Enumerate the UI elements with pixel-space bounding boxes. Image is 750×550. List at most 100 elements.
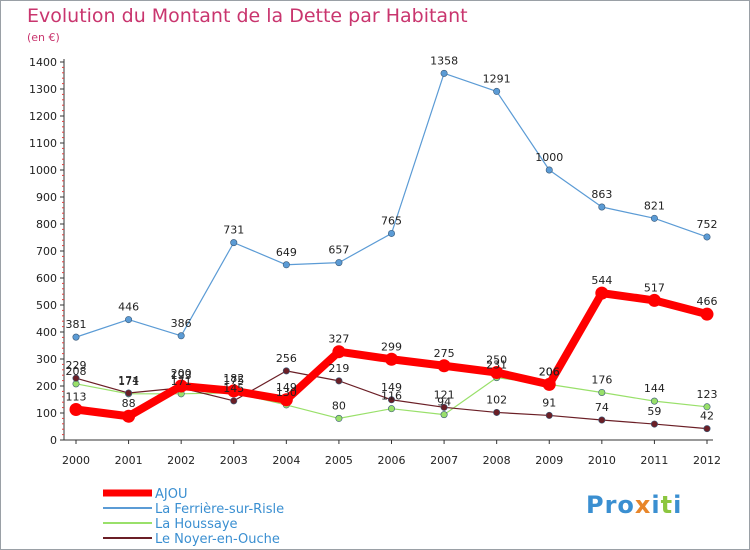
data-label: 327: [328, 333, 349, 346]
y-tick-label: 700: [36, 245, 57, 258]
data-label: 381: [66, 318, 87, 331]
data-label: 229: [66, 359, 87, 372]
data-label: 386: [171, 317, 192, 330]
proxiti-logo: Proxiti: [586, 491, 683, 519]
data-label: 175: [223, 374, 244, 387]
data-label: 59: [647, 405, 661, 418]
data-point: [703, 233, 711, 241]
data-label: 752: [697, 218, 718, 231]
x-tick-label: 2011: [640, 454, 668, 467]
data-label: 446: [118, 301, 139, 314]
data-label: 149: [276, 381, 297, 394]
x-tick-label: 2006: [378, 454, 406, 467]
chart-title: Evolution du Montant de la Dette par Hab…: [27, 5, 468, 27]
data-point: [332, 345, 346, 359]
x-tick-label: 2010: [588, 454, 616, 467]
data-point: [650, 214, 658, 222]
data-label: 821: [644, 199, 665, 212]
x-tick-label: 2009: [535, 454, 563, 467]
data-label: 208: [66, 365, 87, 378]
y-tick-label: 0: [50, 434, 57, 447]
data-label: 200: [171, 367, 192, 380]
y-tick-label: 900: [36, 191, 57, 204]
y-tick-label: 600: [36, 272, 57, 285]
data-point: [279, 393, 293, 407]
y-tick-label: 1000: [29, 164, 57, 177]
data-label: 174: [118, 374, 139, 387]
data-point: [595, 286, 609, 300]
data-label: 206: [539, 365, 560, 378]
data-point: [493, 408, 501, 416]
y-tick-label: 800: [36, 218, 57, 231]
data-point: [545, 166, 553, 174]
data-label: 80: [332, 399, 346, 412]
data-point: [122, 409, 136, 423]
data-point: [177, 332, 185, 340]
data-point: [335, 259, 343, 267]
data-label: 171: [118, 375, 139, 388]
legend-item-label: La Ferrière-sur-Risle: [155, 502, 284, 517]
data-label: 116: [381, 390, 402, 403]
data-point: [69, 402, 83, 416]
data-label: 765: [381, 214, 402, 227]
data-label: 1358: [430, 54, 458, 67]
data-point: [493, 87, 501, 95]
data-point: [72, 333, 80, 341]
data-label: 256: [276, 352, 297, 365]
data-point: [703, 403, 711, 411]
data-point: [387, 396, 395, 404]
data-point: [440, 403, 448, 411]
data-label: 130: [276, 386, 297, 399]
data-point: [598, 416, 606, 424]
x-tick-label: 2001: [115, 454, 143, 467]
data-point: [387, 229, 395, 237]
y-tick-label: 1400: [29, 56, 57, 69]
y-tick-label: 200: [36, 380, 57, 393]
data-point: [598, 388, 606, 396]
x-tick-label: 2004: [272, 454, 300, 467]
data-label: 91: [542, 396, 556, 409]
data-point: [72, 374, 80, 382]
x-tick-label: 2005: [325, 454, 353, 467]
data-label: 113: [66, 390, 87, 403]
y-tick-label: 300: [36, 353, 57, 366]
x-tick-label: 2012: [693, 454, 721, 467]
data-label: 121: [434, 388, 455, 401]
legend-item-label: Le Noyer-en-Ouche: [155, 532, 280, 547]
legend-item-label: La Houssaye: [155, 517, 238, 532]
data-label: 466: [697, 295, 718, 308]
data-point: [282, 367, 290, 375]
data-point: [174, 379, 188, 393]
data-label: 250: [486, 354, 507, 367]
data-point: [542, 377, 556, 391]
data-point: [440, 69, 448, 77]
data-label: 649: [276, 246, 297, 259]
unit-label: (en €): [27, 31, 60, 44]
x-tick-label: 2008: [483, 454, 511, 467]
data-label: 123: [697, 388, 718, 401]
data-label: 517: [644, 281, 665, 294]
data-label: 206: [539, 365, 560, 378]
data-point: [700, 307, 714, 321]
y-tick-label: 400: [36, 326, 57, 339]
data-label: 544: [591, 274, 612, 287]
y-tick-label: 1200: [29, 110, 57, 123]
data-point: [282, 261, 290, 269]
y-tick-label: 100: [36, 407, 57, 420]
data-point: [227, 384, 241, 398]
data-point: [230, 397, 238, 405]
y-tick-label: 1100: [29, 137, 57, 150]
data-label: 275: [434, 347, 455, 360]
data-label: 193: [171, 369, 192, 382]
data-point: [335, 377, 343, 385]
data-label: 144: [644, 382, 665, 395]
data-point: [598, 203, 606, 211]
x-tick-label: 2007: [430, 454, 458, 467]
data-label: 231: [486, 359, 507, 372]
x-tick-label: 2003: [220, 454, 248, 467]
data-label: 1291: [483, 72, 511, 85]
data-label: 219: [328, 362, 349, 375]
data-label: 149: [381, 381, 402, 394]
